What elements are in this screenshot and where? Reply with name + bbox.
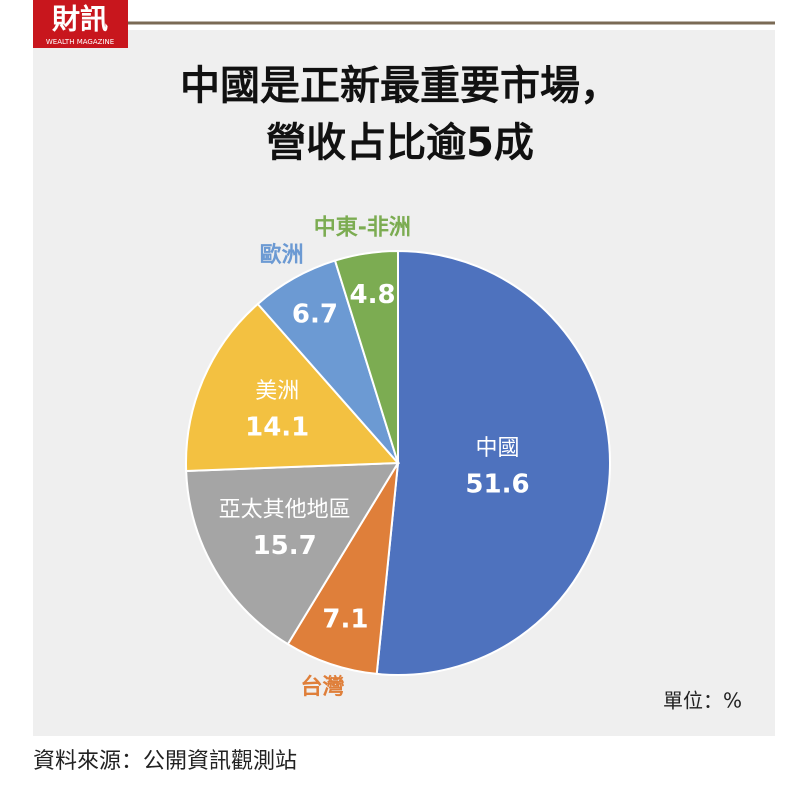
value-label: 7.1 <box>322 604 368 634</box>
logo: 財訊 <box>52 3 108 36</box>
pie-slice <box>185 461 400 646</box>
value-label: 15.7 <box>253 531 317 561</box>
chart-title: 營收占比逾5成 <box>266 120 534 166</box>
chart-title: 中國是正新最重要市場， <box>180 63 620 109</box>
logo-box <box>33 0 128 48</box>
source: 資料來源：公開資訊觀測站 <box>33 749 297 774</box>
category-label: 歐洲 <box>260 242 304 268</box>
category-label: 台灣 <box>300 674 344 700</box>
value-label: 6.7 <box>292 300 338 330</box>
pie-slice <box>333 249 399 464</box>
category-label: 中國 <box>476 436 520 461</box>
value-label: 51.6 <box>465 470 529 500</box>
unit-note: 單位：% <box>663 689 742 713</box>
value-label: 14.1 <box>245 413 309 443</box>
pie-slice <box>375 249 611 676</box>
value-label: 4.8 <box>349 280 395 310</box>
pie-slice <box>185 302 401 473</box>
category-label: 中東-非洲 <box>314 215 411 240</box>
logo-sub: WEALTH MAGAZINE <box>46 38 114 46</box>
category-label: 美洲 <box>255 379 299 404</box>
category-label: 亞太其他地區 <box>219 498 351 523</box>
